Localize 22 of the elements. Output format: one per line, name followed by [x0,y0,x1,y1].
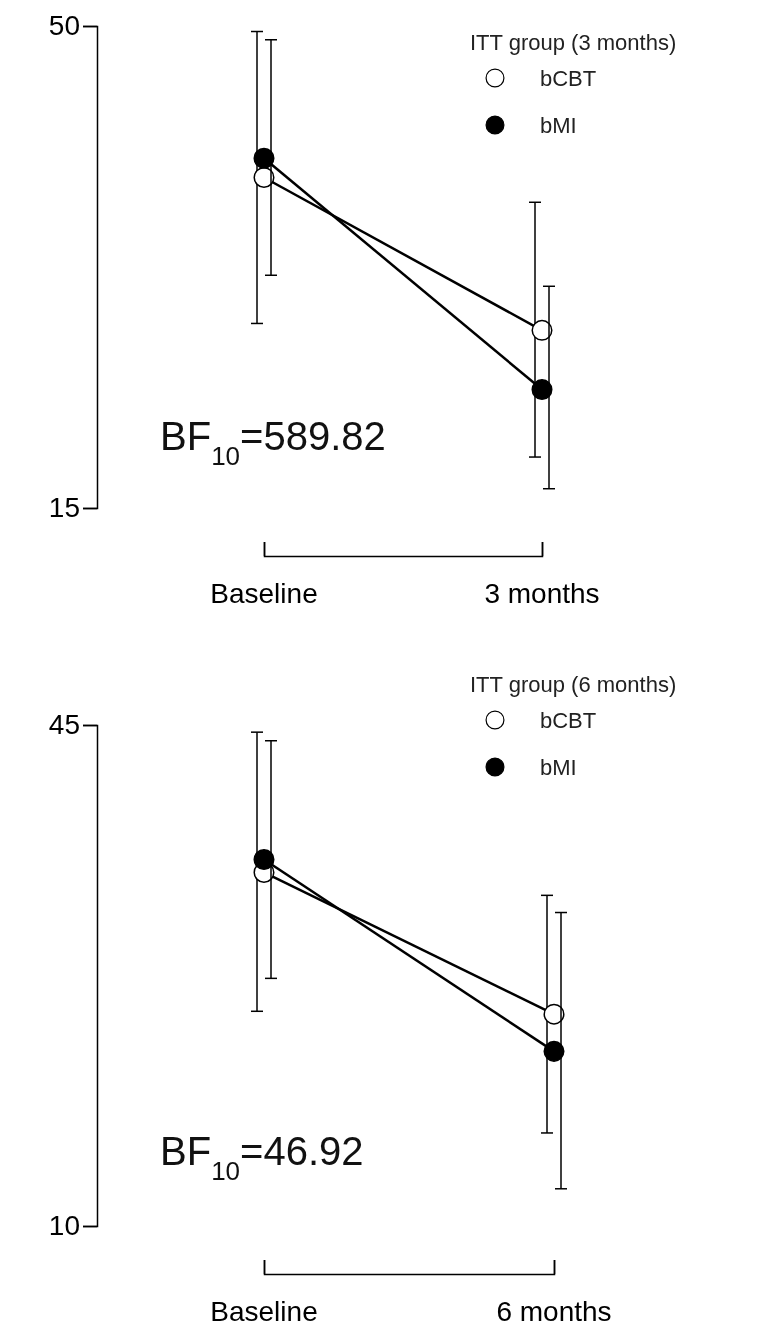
y-tick-label: 10 [48,1210,80,1242]
legend-label: bMI [540,113,577,138]
legend-title: ITT group (3 months) [470,30,677,55]
legend-label: bMI [540,755,577,780]
point [253,147,275,169]
x-tick-label: Baseline [210,1296,318,1327]
x-tick-label: 3 months [484,578,600,609]
legend-title: ITT group (6 months) [470,672,677,697]
annotation: BF$_{10}$=46.92 [160,1129,364,1186]
legend-label: bCBT [540,708,597,733]
x-tick-label: Baseline [210,578,318,609]
point [531,319,553,341]
point [543,1040,565,1062]
x-tick-label: 6 months [496,1296,612,1327]
y-tick-label: 50 [48,10,80,42]
y-tick-label: 15 [48,492,80,524]
y-tick-label: 45 [48,709,80,741]
point [531,379,553,401]
point [543,1003,565,1025]
point [253,849,275,871]
legend-label: bCBT [540,66,597,91]
annotation: BF$_{10}$=589.82 [160,414,386,471]
